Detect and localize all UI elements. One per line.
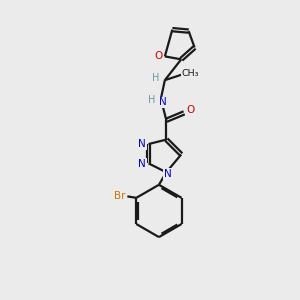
Text: H: H	[148, 95, 156, 105]
Text: N: N	[164, 169, 172, 179]
Text: O: O	[186, 106, 194, 116]
Text: N: N	[160, 98, 167, 107]
Text: CH₃: CH₃	[182, 69, 200, 78]
Text: O: O	[154, 51, 162, 62]
Text: N: N	[138, 139, 146, 149]
Text: H: H	[152, 73, 159, 83]
Text: Br: Br	[114, 191, 126, 201]
Text: N: N	[138, 159, 146, 169]
